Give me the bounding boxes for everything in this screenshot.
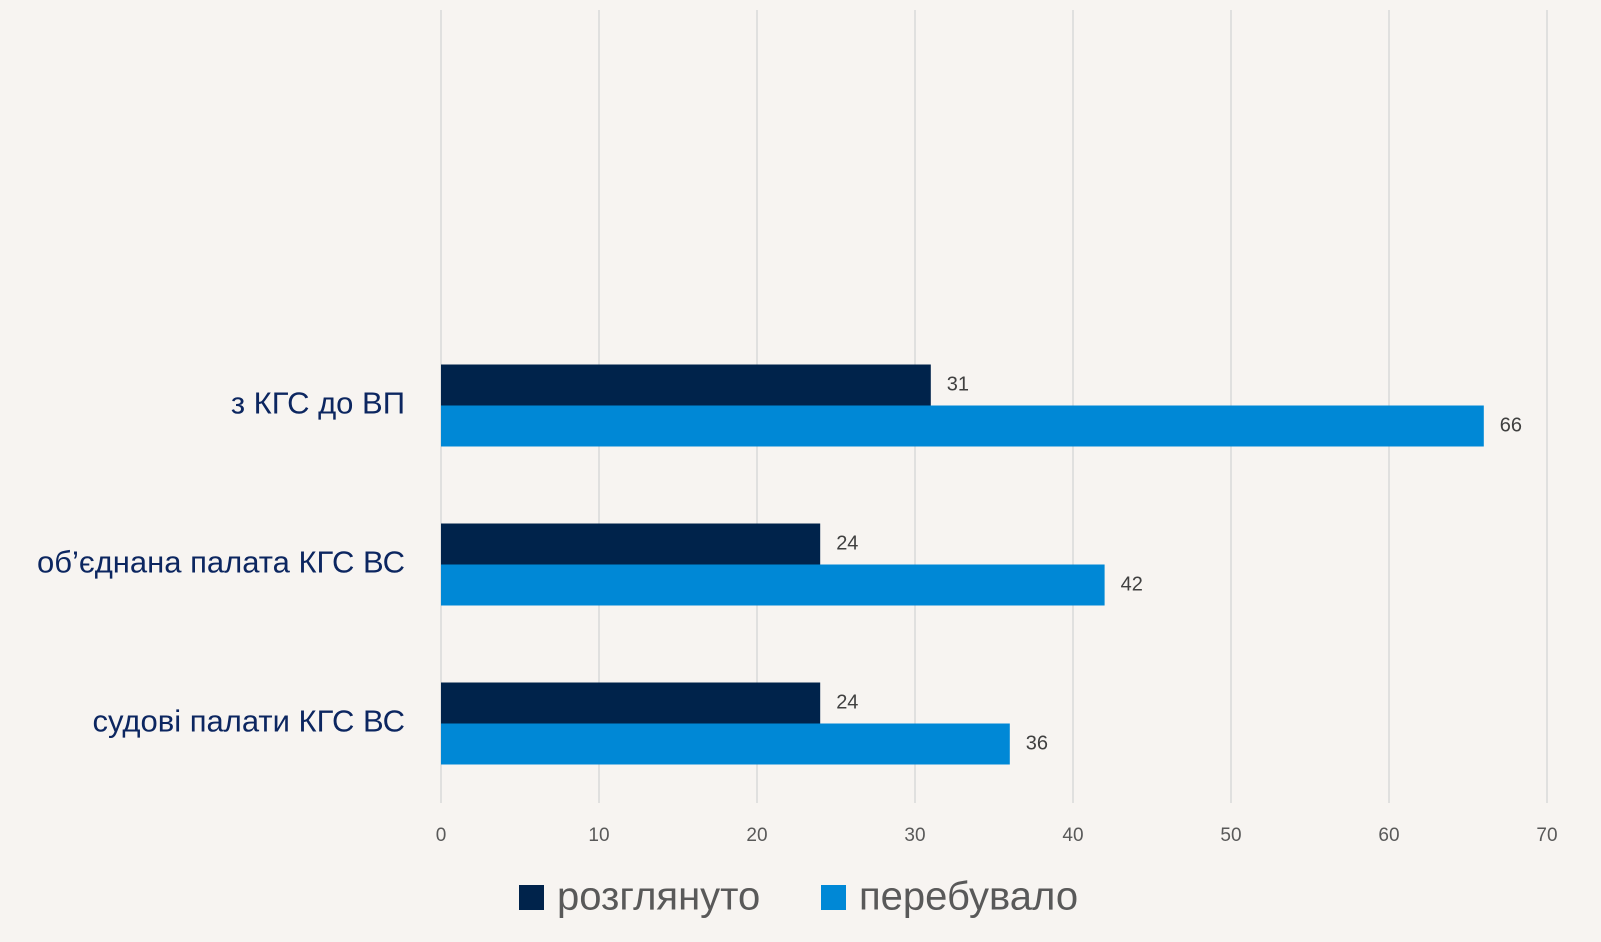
value-label: 24 — [836, 532, 858, 554]
legend-swatch — [821, 885, 846, 910]
bar — [441, 405, 1484, 447]
legend-swatch — [519, 885, 544, 910]
value-label: 24 — [836, 691, 858, 713]
value-label: 66 — [1500, 414, 1522, 436]
bar — [441, 723, 1010, 765]
x-tick-label: 10 — [588, 825, 609, 846]
category-label: судові палати КГС ВС — [92, 704, 405, 739]
category-label: об’єднана палата КГС ВС — [37, 545, 405, 580]
x-tick-label: 0 — [436, 825, 447, 846]
bar — [441, 564, 1105, 606]
value-label: 42 — [1121, 573, 1143, 595]
bar — [441, 364, 931, 406]
bar — [441, 682, 821, 724]
legend-label: розглянуто — [557, 875, 760, 919]
category-label: з КГС до ВП — [231, 386, 405, 421]
bar — [441, 523, 821, 565]
x-tick-label: 50 — [1220, 825, 1241, 846]
legend-label: перебувало — [859, 875, 1078, 919]
x-tick-label: 70 — [1536, 825, 1557, 846]
value-label: 36 — [1026, 732, 1048, 754]
x-tick-label: 40 — [1062, 825, 1083, 846]
x-tick-label: 20 — [746, 825, 767, 846]
x-tick-label: 30 — [904, 825, 925, 846]
x-tick-label: 60 — [1378, 825, 1399, 846]
value-label: 31 — [947, 373, 969, 395]
